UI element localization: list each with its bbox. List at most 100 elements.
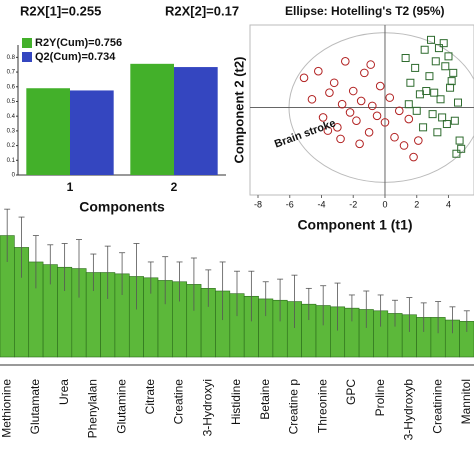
point [406, 78, 415, 87]
point [441, 62, 450, 71]
annotation: R2X[1]=0.255 [20, 3, 101, 18]
legend-swatch [22, 52, 32, 62]
point [360, 68, 369, 78]
point [430, 88, 439, 97]
y-tick-label: 0.5 [7, 99, 16, 105]
point [356, 96, 366, 106]
legend-label: R2Y(Cum)=0.756 [35, 37, 122, 49]
x-tick-label: 1 [67, 180, 74, 194]
point [434, 44, 443, 53]
point [436, 95, 445, 104]
x-tick-label: -2 [349, 199, 357, 209]
point [433, 128, 442, 137]
legend-swatch [22, 38, 32, 48]
point [333, 123, 342, 132]
point [419, 123, 428, 132]
point [431, 57, 440, 66]
x-tick-label: Phenylalan [86, 379, 100, 438]
point [438, 113, 447, 122]
point [401, 54, 410, 63]
point [420, 45, 429, 54]
x-tick-label: 3-Hydroxyb [402, 379, 416, 441]
x-axis-label: Component 1 (t1) [297, 217, 412, 233]
point [404, 114, 414, 124]
point [355, 139, 364, 149]
y-tick-label: 0.1 [7, 158, 16, 164]
point [427, 35, 436, 44]
point [452, 149, 461, 158]
point [442, 120, 451, 129]
x-tick-label: Betaine [258, 379, 272, 420]
point [394, 106, 404, 116]
point [348, 86, 358, 96]
point [345, 108, 355, 117]
point [307, 94, 317, 104]
point [380, 118, 390, 127]
y-tick-label: 0.7 [7, 70, 16, 76]
point [299, 73, 309, 83]
point [411, 63, 420, 72]
x-tick-label: Glutamate [28, 379, 42, 435]
x-tick-label: GPC [344, 379, 358, 405]
x-tick-label: Urea [57, 379, 71, 405]
bar [174, 67, 218, 175]
x-axis-label: Components [79, 199, 165, 215]
point [352, 116, 361, 126]
x-tick-label: Creatine p [287, 379, 301, 435]
point [366, 60, 375, 69]
x-tick-label: 0 [382, 199, 387, 209]
point [457, 144, 466, 153]
legend-label: Q2(Cum)=0.734 [35, 51, 116, 63]
point [390, 132, 399, 142]
point [409, 152, 418, 162]
x-tick-label: Proline [373, 379, 387, 417]
point [449, 68, 458, 77]
plot-frame [249, 24, 474, 196]
y-axis-label: Component 2 (t2) [231, 57, 246, 164]
point [318, 113, 328, 122]
point [337, 99, 347, 109]
point [428, 110, 437, 119]
x-tick-label: Methionine [0, 379, 13, 438]
bar [70, 90, 114, 175]
x-tick-label: -6 [286, 199, 294, 209]
chart-title: Ellipse: Hotelling's T2 (95%) [285, 4, 445, 18]
point [425, 72, 434, 81]
x-tick-label: 3-Hydroxyi [200, 379, 214, 436]
point [399, 141, 409, 150]
y-tick-label: 0.3 [7, 128, 16, 134]
x-tick-label: -8 [254, 199, 262, 209]
annotation: R2X[2]=0.17 [165, 3, 239, 18]
point [439, 39, 448, 48]
point [325, 88, 334, 97]
point [455, 136, 464, 145]
x-tick-label: Histidine [229, 379, 243, 425]
point [385, 93, 395, 102]
bar [130, 63, 174, 175]
x-tick-label: Creatinine [430, 379, 444, 434]
y-tick-label: 0.8 [7, 55, 16, 61]
x-tick-label: 4 [446, 199, 451, 209]
point [336, 134, 345, 144]
x-tick-label: -4 [317, 199, 325, 209]
y-tick-label: 0.6 [7, 84, 16, 90]
x-tick-label: Citrate [143, 379, 157, 415]
point [422, 87, 431, 96]
point [329, 78, 339, 88]
point [447, 77, 456, 86]
point [414, 136, 423, 145]
point [341, 57, 350, 66]
x-tick-label: Threonine [315, 379, 329, 433]
x-tick-label: Mannitol [459, 379, 473, 424]
point [364, 127, 374, 137]
point [375, 81, 385, 91]
point [314, 66, 323, 76]
point [367, 101, 377, 111]
point [450, 116, 459, 125]
y-tick-label: 0.2 [7, 143, 16, 149]
y-tick-label: 0.4 [7, 114, 16, 120]
point [404, 100, 413, 109]
point [454, 98, 462, 107]
point [444, 52, 453, 61]
